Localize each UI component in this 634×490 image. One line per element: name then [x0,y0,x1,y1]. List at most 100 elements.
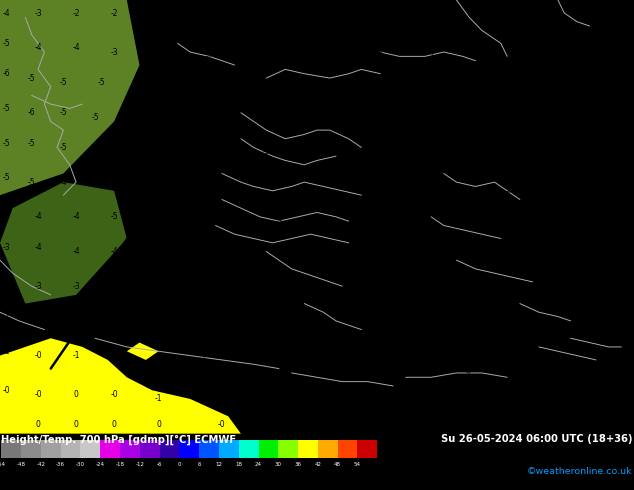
Text: -5: -5 [174,147,181,156]
Text: 36: 36 [295,462,302,467]
Text: -1: -1 [155,394,162,403]
Text: -1: -1 [516,52,524,61]
Text: -3: -3 [313,186,321,196]
Bar [139,441,160,459]
Text: -3: -3 [231,217,238,226]
Text: -5: -5 [129,113,137,122]
Text: -4: -4 [3,208,10,217]
Text: -1: -1 [421,256,429,265]
Text: -5: -5 [262,147,270,156]
Text: -1: -1 [554,408,562,416]
Text: -2: -2 [421,364,429,373]
Text: -36: -36 [56,462,65,467]
Text: -3: -3 [155,247,162,256]
Text: -2: -2 [618,13,625,22]
Text: -1: -1 [592,13,600,22]
Text: -1: -1 [110,351,118,360]
Text: -6: -6 [28,108,36,117]
Text: -1: -1 [510,334,517,343]
Text: -5: -5 [3,39,10,48]
Text: -2: -2 [148,8,156,18]
Text: -1: -1 [510,403,517,412]
Text: -1: -1 [345,420,353,429]
Text: -5: -5 [174,113,181,122]
Text: -5: -5 [3,104,10,113]
Text: -4: -4 [326,117,333,126]
Text: -3: -3 [110,282,118,291]
Text: -1: -1 [408,420,416,429]
Bar [259,441,278,459]
Text: -5: -5 [60,78,67,87]
Text: 0: 0 [156,420,161,429]
Text: -1: -1 [421,329,429,339]
Text: 48: 48 [334,462,341,467]
Text: -4: -4 [148,212,156,221]
Text: -5: -5 [275,117,283,126]
Text: -1: -1 [358,13,365,22]
Text: -2: -2 [3,312,10,321]
Text: -0: -0 [34,351,42,360]
Text: -2: -2 [598,338,606,347]
Text: -2: -2 [199,286,207,295]
Text: -1: -1 [465,334,473,343]
Text: -2: -2 [453,221,460,230]
Text: -2: -2 [503,191,511,199]
Bar [298,441,318,459]
Text: -4: -4 [91,143,99,152]
Text: -1: -1 [199,394,207,403]
Text: 0: 0 [74,390,79,399]
Text: -4: -4 [110,247,118,256]
Text: -3: -3 [301,87,308,96]
Text: -1: -1 [427,52,435,61]
Text: -2: -2 [332,291,340,299]
Text: -2: -2 [598,156,606,165]
Text: -1: -1 [522,121,530,130]
Text: -2: -2 [548,191,555,199]
Text: -1: -1 [421,294,429,304]
Bar [199,441,219,459]
Text: -3: -3 [3,243,10,252]
Text: -1: -1 [510,156,517,165]
Text: 12: 12 [216,462,223,467]
Text: -4: -4 [186,87,194,96]
Text: -1: -1 [402,87,410,96]
Text: -2: -2 [199,321,207,330]
Text: -2: -2 [396,13,403,22]
Bar [219,441,239,459]
Text: -1: -1 [332,399,340,408]
Bar [120,441,139,459]
Text: -1: -1 [541,91,549,100]
Text: -1: -1 [554,373,562,382]
Text: -4: -4 [3,8,10,18]
Text: -2: -2 [510,294,517,304]
Text: -2: -2 [72,317,80,325]
Text: -1: -1 [465,403,473,412]
Text: -3: -3 [34,282,42,291]
Text: -4: -4 [34,212,42,221]
Text: 0: 0 [36,420,41,429]
Text: -5: -5 [3,173,10,182]
Text: -4: -4 [224,117,232,126]
Text: -1: -1 [243,394,251,403]
Text: 0: 0 [112,420,117,429]
Text: -5: -5 [129,147,137,156]
Text: -1: -1 [478,420,486,429]
Text: -1: -1 [243,355,251,365]
Text: -5: -5 [60,143,67,152]
Text: -1: -1 [3,347,10,356]
Text: -2: -2 [567,121,574,130]
Text: -3: -3 [110,48,118,56]
Text: 54: 54 [354,462,361,467]
Text: -2: -2 [377,52,384,61]
Text: -1: -1 [598,420,606,429]
Text: -1: -1 [548,420,555,429]
Text: -2: -2 [313,8,321,18]
Text: -5: -5 [212,147,219,156]
Text: -48: -48 [16,462,25,467]
Text: ©weatheronline.co.uk: ©weatheronline.co.uk [527,467,633,476]
Text: -1: -1 [554,156,562,165]
Text: -1: -1 [453,91,460,100]
Text: -1: -1 [72,351,80,360]
Text: -3: -3 [199,247,207,256]
Text: -2: -2 [465,256,473,265]
